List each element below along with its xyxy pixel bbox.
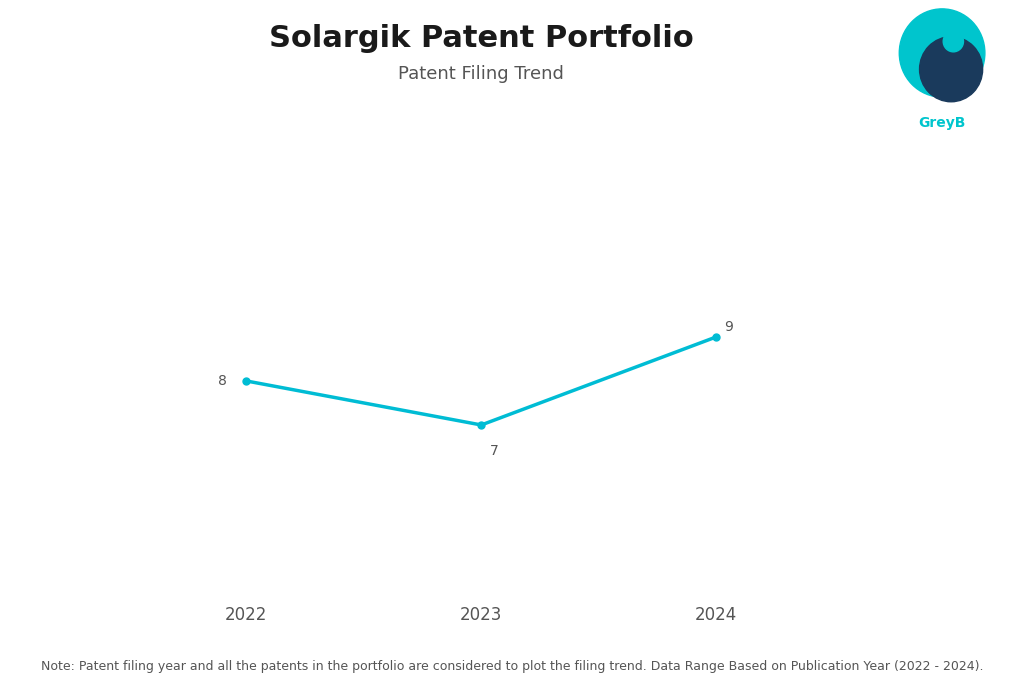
Text: Patent Filing Trend: Patent Filing Trend <box>398 65 564 83</box>
Text: Note: Patent filing year and all the patents in the portfolio are considered to : Note: Patent filing year and all the pat… <box>41 660 983 673</box>
Text: 7: 7 <box>489 445 499 458</box>
Circle shape <box>943 31 964 52</box>
Point <box>708 331 724 342</box>
Point <box>473 419 489 430</box>
Circle shape <box>899 9 985 97</box>
Text: 9: 9 <box>725 320 733 334</box>
Text: GreyB: GreyB <box>919 115 966 130</box>
Text: Solargik Patent Portfolio: Solargik Patent Portfolio <box>269 24 693 53</box>
Circle shape <box>920 37 983 102</box>
Point <box>239 376 255 387</box>
Text: 8: 8 <box>218 374 227 388</box>
